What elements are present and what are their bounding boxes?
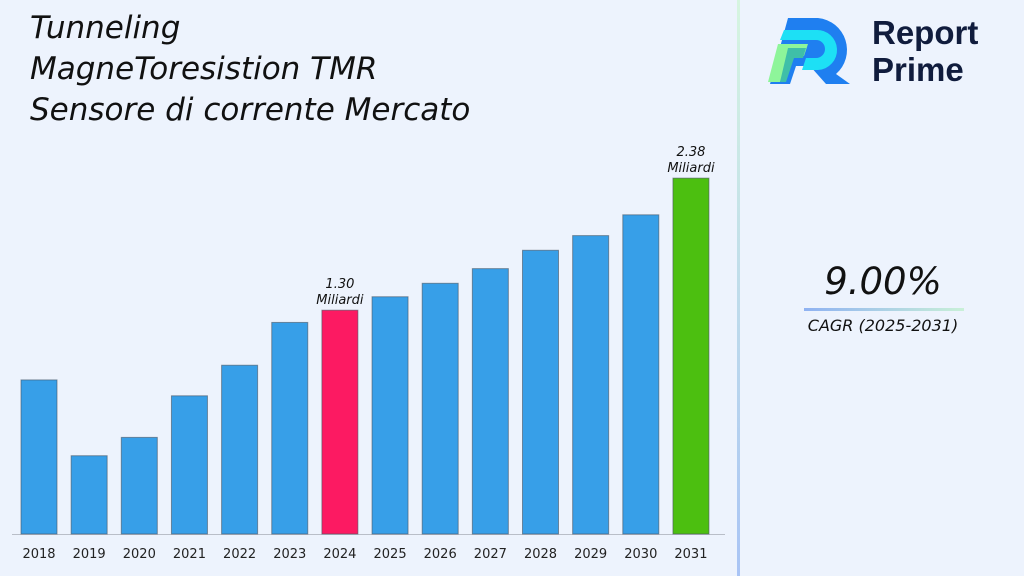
data-label-value: 2.38 [676,145,705,160]
bar-2019 [70,455,108,535]
bar-2020 [120,436,158,535]
title-line-2: MagneToresistion TMR [30,51,378,87]
bar-2031 [672,177,710,535]
x-tick-label: 2018 [22,547,55,562]
bar-chart: 2018 2019 2020 2021 2022 2023 2024 2025 2026 2027… [12,145,725,562]
data-label-unit: Miliardi [667,161,715,176]
chart-title: Tunneling MagneToresistion TMR Sensore d… [30,8,470,131]
title-line-3: Sensore di corrente Mercato [30,92,471,128]
cagr-value: 9.00% [824,260,942,303]
brand-name: Report Prime [872,14,979,88]
x-tick-label: 2031 [674,547,707,562]
bar-2028 [522,249,559,535]
x-tick-label: 2027 [474,547,507,562]
divider [737,0,740,576]
x-tick-label: 2029 [574,547,607,562]
data-label-value: 1.30 [325,277,354,292]
bar-2025 [371,296,409,535]
bar-2024 [321,309,359,535]
x-tick-label: 2021 [173,547,206,562]
bar-2023 [271,321,309,535]
x-tick-label: 2024 [323,547,356,562]
x-tick-label: 2020 [123,547,156,562]
bar-2029 [572,235,610,535]
title-line-1: Tunneling [30,10,181,46]
bar-2022 [221,364,259,535]
data-label-unit: Miliardi [316,293,364,308]
bar-2026 [421,282,459,535]
bar-2021 [170,395,208,535]
report-prime-logo-icon [768,18,850,84]
cagr-underline [804,308,964,311]
cagr-label: CAGR (2025-2031) [807,316,959,335]
x-tick-label: 2022 [223,547,256,562]
bar-2030 [622,214,660,535]
x-tick-label: 2030 [624,547,657,562]
x-tick-label: 2028 [524,547,557,562]
x-tick-label: 2023 [273,547,306,562]
bar-2018 [20,379,58,535]
x-tick-label: 2019 [73,547,106,562]
x-tick-label: 2025 [374,547,407,562]
bar-2027 [471,268,509,535]
x-tick-label: 2026 [424,547,457,562]
